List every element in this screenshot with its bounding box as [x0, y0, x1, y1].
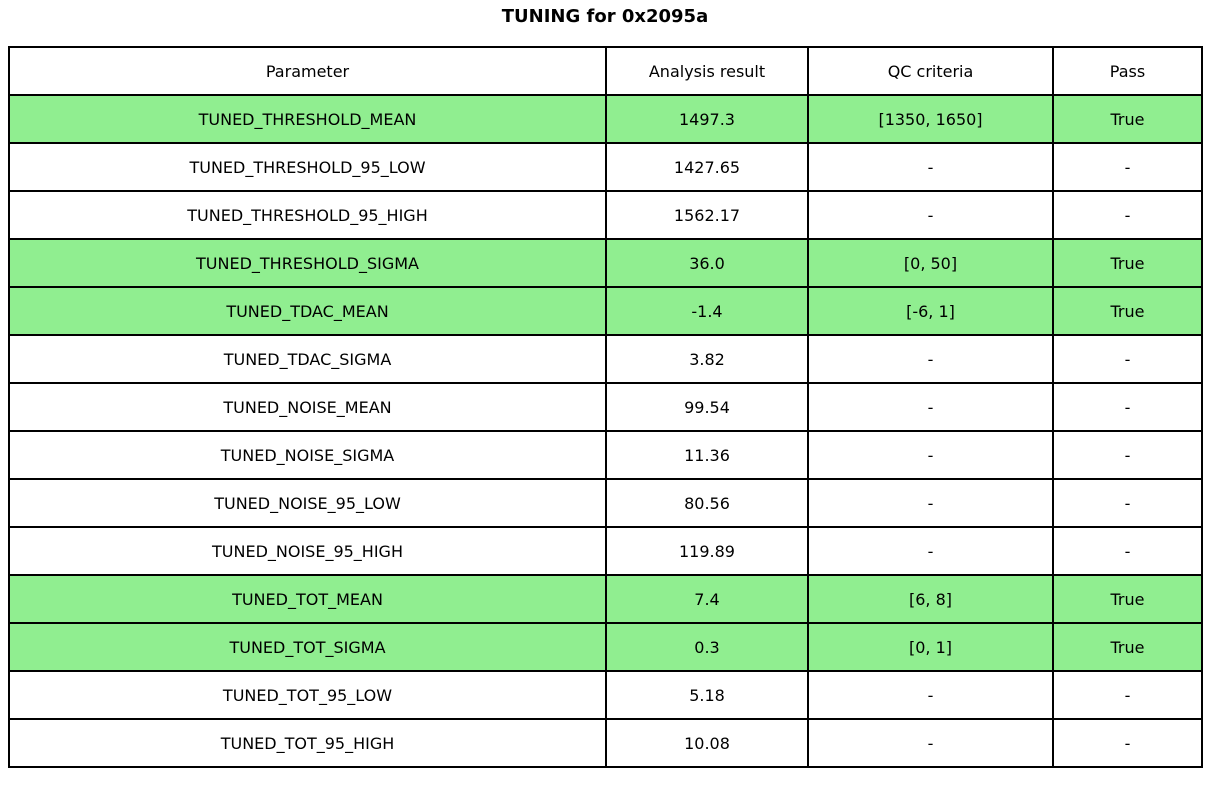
- table-row: TUNED_TOT_MEAN 7.4 [6, 8] True: [8, 574, 1203, 624]
- column-header-pass: Pass: [1052, 46, 1203, 96]
- column-header-analysis-result: Analysis result: [605, 46, 809, 96]
- table-row: TUNED_TOT_95_LOW 5.18 - -: [8, 670, 1203, 720]
- cell-qc: -: [807, 718, 1054, 768]
- cell-result: 1562.17: [605, 190, 809, 240]
- cell-result: 0.3: [605, 622, 809, 672]
- table-row: TUNED_NOISE_95_LOW 80.56 - -: [8, 478, 1203, 528]
- cell-result: 10.08: [605, 718, 809, 768]
- cell-pass: True: [1052, 622, 1203, 672]
- cell-parameter: TUNED_NOISE_SIGMA: [8, 430, 607, 480]
- table-row: TUNED_TOT_95_HIGH 10.08 - -: [8, 718, 1203, 768]
- cell-qc: -: [807, 478, 1054, 528]
- page-title: TUNING for 0x2095a: [501, 6, 709, 27]
- table-row: TUNED_THRESHOLD_95_LOW 1427.65 - -: [8, 142, 1203, 192]
- cell-result: 3.82: [605, 334, 809, 384]
- table-row: TUNED_TOT_SIGMA 0.3 [0, 1] True: [8, 622, 1203, 672]
- cell-pass: -: [1052, 526, 1203, 576]
- cell-result: 80.56: [605, 478, 809, 528]
- cell-result: 1427.65: [605, 142, 809, 192]
- cell-pass: True: [1052, 238, 1203, 288]
- cell-pass: -: [1052, 190, 1203, 240]
- cell-parameter: TUNED_THRESHOLD_95_LOW: [8, 142, 607, 192]
- cell-pass: -: [1052, 670, 1203, 720]
- cell-qc: [0, 50]: [807, 238, 1054, 288]
- cell-parameter: TUNED_NOISE_95_LOW: [8, 478, 607, 528]
- cell-result: 1497.3: [605, 94, 809, 144]
- cell-pass: -: [1052, 718, 1203, 768]
- cell-parameter: TUNED_TOT_95_HIGH: [8, 718, 607, 768]
- cell-qc: [6, 8]: [807, 574, 1054, 624]
- cell-result: 7.4: [605, 574, 809, 624]
- cell-parameter: TUNED_TDAC_MEAN: [8, 286, 607, 336]
- cell-result: 11.36: [605, 430, 809, 480]
- cell-parameter: TUNED_THRESHOLD_MEAN: [8, 94, 607, 144]
- table-row: TUNED_NOISE_SIGMA 11.36 - -: [8, 430, 1203, 480]
- cell-pass: True: [1052, 574, 1203, 624]
- cell-qc: -: [807, 142, 1054, 192]
- cell-pass: True: [1052, 286, 1203, 336]
- cell-parameter: TUNED_TOT_95_LOW: [8, 670, 607, 720]
- cell-pass: -: [1052, 478, 1203, 528]
- cell-qc: -: [807, 526, 1054, 576]
- cell-qc: [0, 1]: [807, 622, 1054, 672]
- cell-parameter: TUNED_THRESHOLD_SIGMA: [8, 238, 607, 288]
- cell-qc: -: [807, 670, 1054, 720]
- cell-result: 5.18: [605, 670, 809, 720]
- table-row: TUNED_TDAC_MEAN -1.4 [-6, 1] True: [8, 286, 1203, 336]
- cell-result: 36.0: [605, 238, 809, 288]
- cell-pass: -: [1052, 334, 1203, 384]
- cell-pass: -: [1052, 382, 1203, 432]
- column-header-qc-criteria: QC criteria: [807, 46, 1054, 96]
- cell-parameter: TUNED_TOT_SIGMA: [8, 622, 607, 672]
- qc-results-table: Parameter Analysis result QC criteria Pa…: [8, 46, 1203, 768]
- table-row: TUNED_THRESHOLD_95_HIGH 1562.17 - -: [8, 190, 1203, 240]
- cell-qc: [-6, 1]: [807, 286, 1054, 336]
- cell-result: 119.89: [605, 526, 809, 576]
- cell-parameter: TUNED_THRESHOLD_95_HIGH: [8, 190, 607, 240]
- cell-qc: -: [807, 334, 1054, 384]
- column-header-parameter: Parameter: [8, 46, 607, 96]
- cell-pass: -: [1052, 430, 1203, 480]
- cell-result: -1.4: [605, 286, 809, 336]
- table-row: TUNED_TDAC_SIGMA 3.82 - -: [8, 334, 1203, 384]
- cell-pass: True: [1052, 94, 1203, 144]
- table-row: TUNED_THRESHOLD_MEAN 1497.3 [1350, 1650]…: [8, 94, 1203, 144]
- table-row: TUNED_THRESHOLD_SIGMA 36.0 [0, 50] True: [8, 238, 1203, 288]
- cell-qc: [1350, 1650]: [807, 94, 1054, 144]
- cell-result: 99.54: [605, 382, 809, 432]
- table-header-row: Parameter Analysis result QC criteria Pa…: [8, 46, 1203, 96]
- cell-pass: -: [1052, 142, 1203, 192]
- table-row: TUNED_NOISE_95_HIGH 119.89 - -: [8, 526, 1203, 576]
- cell-parameter: TUNED_NOISE_MEAN: [8, 382, 607, 432]
- cell-qc: -: [807, 430, 1054, 480]
- cell-parameter: TUNED_TOT_MEAN: [8, 574, 607, 624]
- cell-parameter: TUNED_TDAC_SIGMA: [8, 334, 607, 384]
- cell-qc: -: [807, 382, 1054, 432]
- table-row: TUNED_NOISE_MEAN 99.54 - -: [8, 382, 1203, 432]
- cell-parameter: TUNED_NOISE_95_HIGH: [8, 526, 607, 576]
- cell-qc: -: [807, 190, 1054, 240]
